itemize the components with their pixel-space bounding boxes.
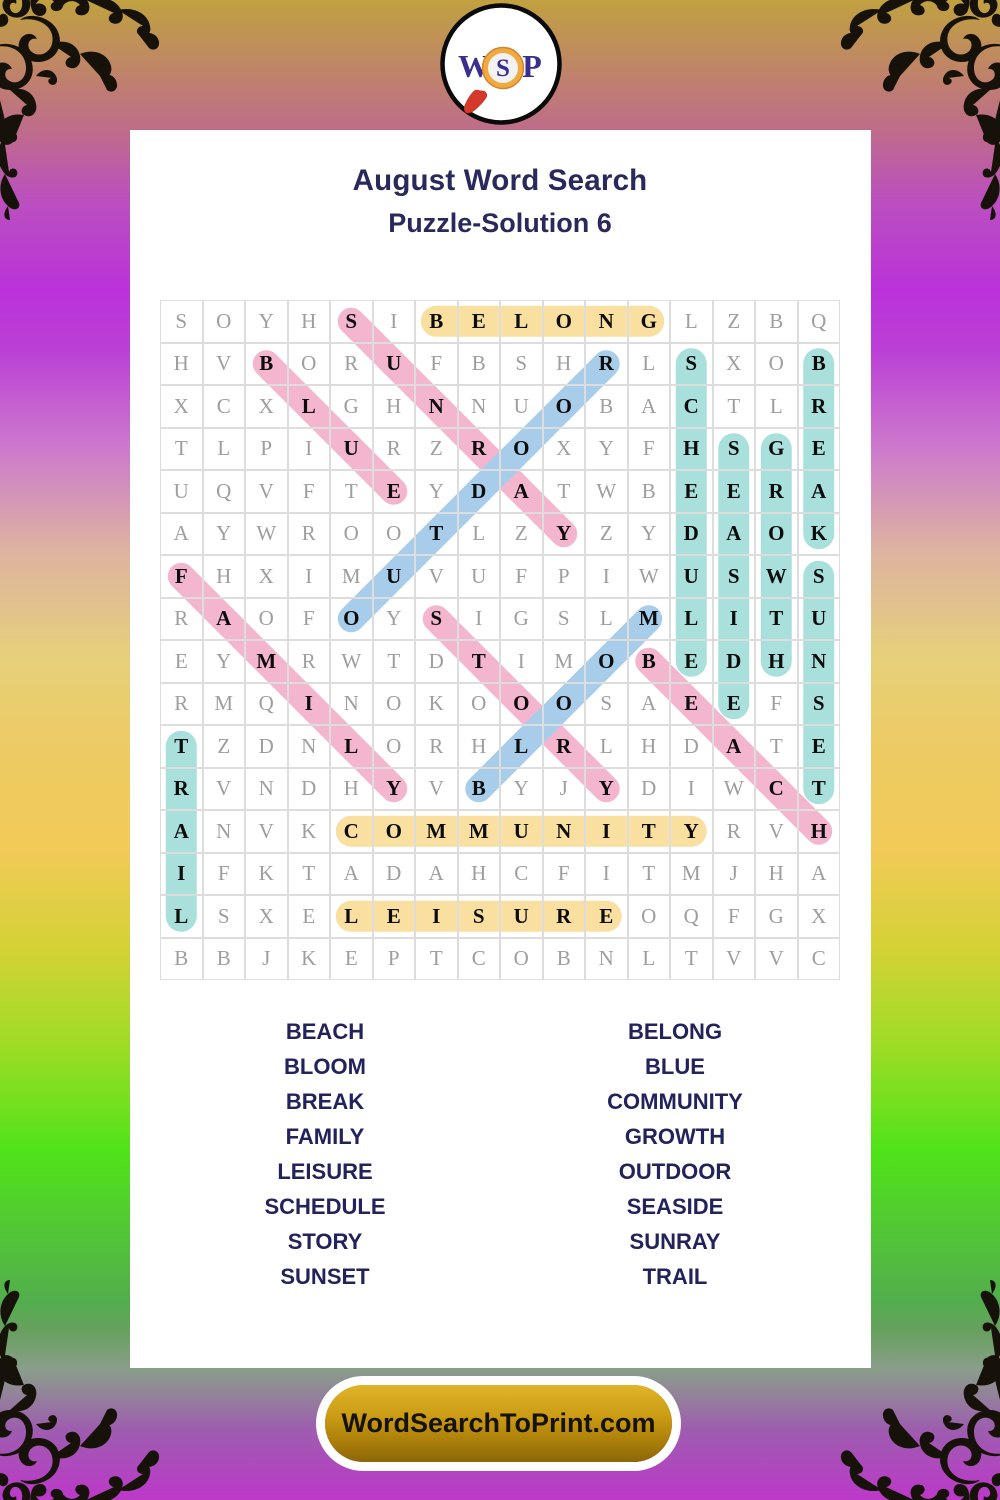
svg-text:S: S <box>496 55 510 82</box>
svg-text:P: P <box>522 48 542 84</box>
